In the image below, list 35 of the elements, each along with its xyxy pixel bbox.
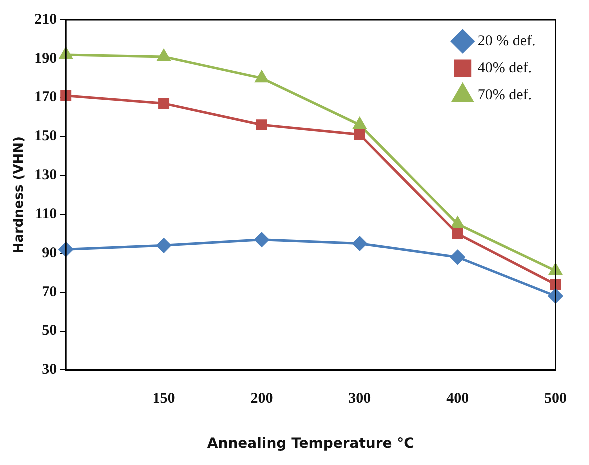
y-tick-label: 130	[34, 168, 58, 184]
x-tick-label: 200	[250, 391, 274, 408]
y-tick-label: 110	[35, 206, 58, 222]
y-tick-label: 50	[42, 323, 58, 340]
point	[158, 98, 170, 110]
legend-label: 20 % def.	[478, 33, 536, 50]
y-axis-title: Hardness (VHN)	[12, 136, 28, 254]
point	[158, 50, 170, 62]
x-tick-label: 150	[152, 391, 176, 408]
y-tick-label: 90	[42, 245, 58, 262]
point	[451, 217, 464, 229]
x-tick-label: 400	[446, 391, 470, 408]
legend-label: 70% def.	[478, 87, 532, 104]
y-tick-label: 210	[34, 12, 58, 28]
point	[256, 71, 268, 83]
y-tick-label: 170	[34, 90, 58, 106]
point	[354, 129, 366, 140]
y-tick-label: 190	[34, 50, 58, 67]
point	[450, 250, 466, 265]
y-tick-label: 70	[42, 284, 58, 300]
x-tick-label: 300	[348, 391, 372, 408]
x-axis-title: Annealing Temperature °C	[207, 436, 414, 452]
point	[60, 48, 73, 60]
legend-label: 40% def.	[478, 60, 532, 76]
point	[353, 118, 366, 130]
y-tick-label: 150	[34, 128, 58, 145]
point	[254, 232, 270, 248]
point	[452, 228, 464, 240]
point	[156, 238, 172, 253]
x-tick-label: 500	[544, 391, 567, 408]
point	[352, 236, 368, 251]
point	[58, 242, 74, 257]
point	[60, 90, 72, 102]
point	[256, 120, 268, 131]
y-tick-label: 30	[42, 362, 58, 378]
